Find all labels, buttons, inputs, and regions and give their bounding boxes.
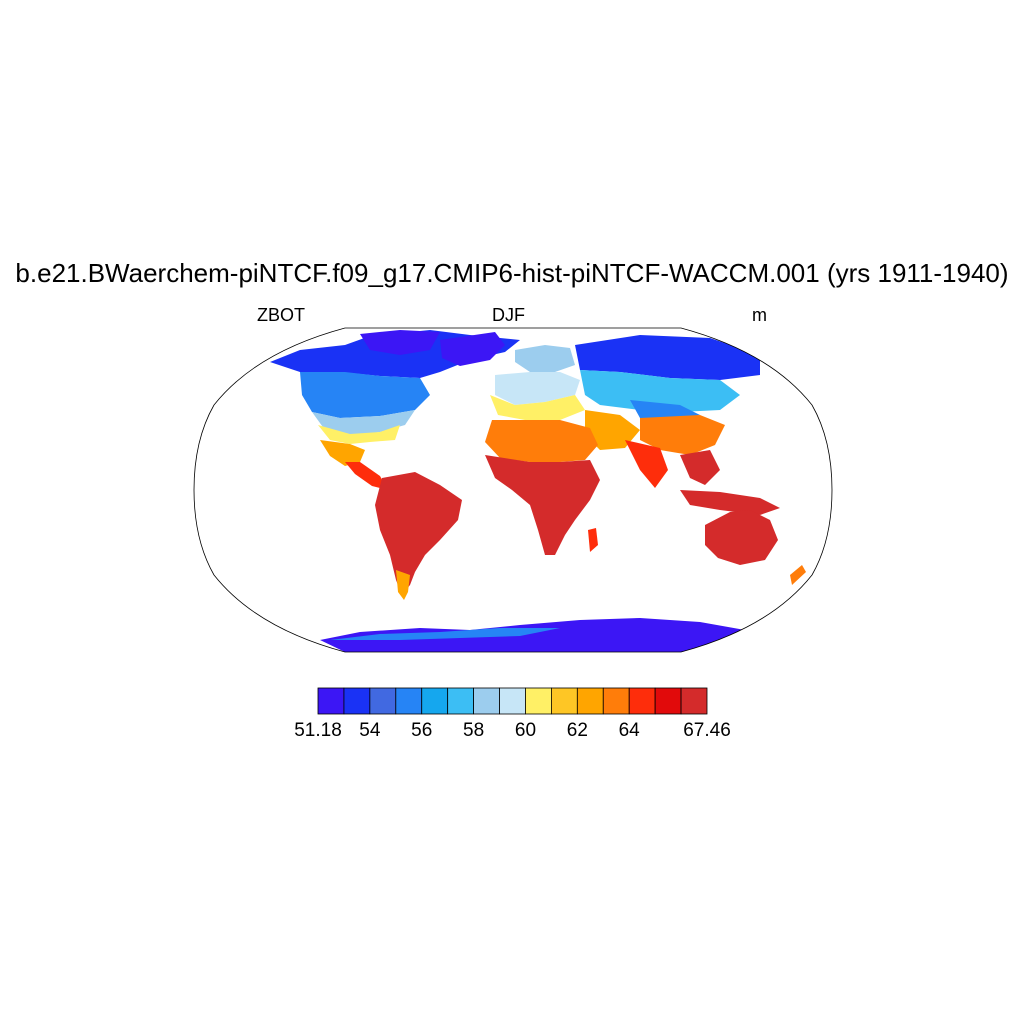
central-asia bbox=[580, 370, 740, 412]
greenland bbox=[440, 332, 505, 366]
usa-south bbox=[318, 425, 400, 444]
tibet-mongolia bbox=[630, 400, 700, 420]
colorbar-label: 58 bbox=[463, 720, 485, 741]
europe-south bbox=[490, 395, 585, 420]
south-america bbox=[375, 472, 462, 595]
colorbar-label: 56 bbox=[411, 720, 433, 741]
china-south bbox=[640, 415, 725, 455]
africa-central bbox=[485, 455, 600, 555]
india bbox=[625, 440, 668, 488]
colorbar-box bbox=[525, 687, 552, 715]
colorbar-box bbox=[551, 687, 578, 715]
colorbar-box bbox=[395, 687, 423, 715]
middle-east bbox=[585, 410, 640, 450]
colorbar-box bbox=[317, 687, 345, 715]
colorbar-box bbox=[447, 687, 474, 715]
australia bbox=[705, 510, 778, 565]
southeast-asia bbox=[680, 450, 720, 485]
colorbar-label: 54 bbox=[359, 720, 381, 741]
colorbar bbox=[317, 687, 708, 715]
antarctica bbox=[320, 618, 745, 652]
colorbar-label: 62 bbox=[566, 720, 588, 741]
mexico bbox=[320, 440, 365, 466]
colorbar-box bbox=[680, 687, 708, 715]
central-america bbox=[345, 462, 388, 490]
colorbar-box bbox=[343, 687, 371, 715]
colorbar-box bbox=[421, 687, 449, 715]
siberia bbox=[575, 335, 760, 380]
colorbar-box bbox=[576, 687, 604, 715]
africa-north bbox=[485, 420, 598, 462]
europe-north bbox=[515, 345, 575, 372]
colorbar-label: 51.18 bbox=[294, 720, 342, 741]
globe-outline bbox=[193, 327, 833, 653]
new-zealand bbox=[790, 565, 806, 585]
colorbar-label: 64 bbox=[618, 720, 640, 741]
colorbar-box bbox=[369, 687, 397, 715]
canada-arctic-islands bbox=[360, 330, 440, 355]
patagonia bbox=[396, 570, 410, 600]
colorbar-label: 67.46 bbox=[683, 720, 731, 741]
madagascar bbox=[588, 528, 598, 552]
units-label: m bbox=[752, 305, 767, 325]
colorbar-label: 60 bbox=[514, 720, 537, 741]
colorbar-box bbox=[628, 687, 656, 715]
season-label: DJF bbox=[492, 305, 525, 325]
antarctica-coast bbox=[330, 628, 560, 640]
north-america-mid bbox=[300, 372, 430, 418]
land-fill-group bbox=[270, 330, 806, 652]
variable-label: ZBOT bbox=[257, 305, 305, 325]
colorbar-box bbox=[499, 687, 526, 715]
indonesia bbox=[680, 490, 780, 515]
europe-central bbox=[495, 372, 580, 405]
colorbar-box bbox=[654, 687, 682, 715]
plot-title: b.e21.BWaerchem-piNTCF.f09_g17.CMIP6-his… bbox=[15, 258, 1009, 288]
colorbar-box bbox=[473, 687, 500, 715]
colorbar-box bbox=[602, 687, 630, 715]
north-america-south bbox=[312, 410, 415, 436]
